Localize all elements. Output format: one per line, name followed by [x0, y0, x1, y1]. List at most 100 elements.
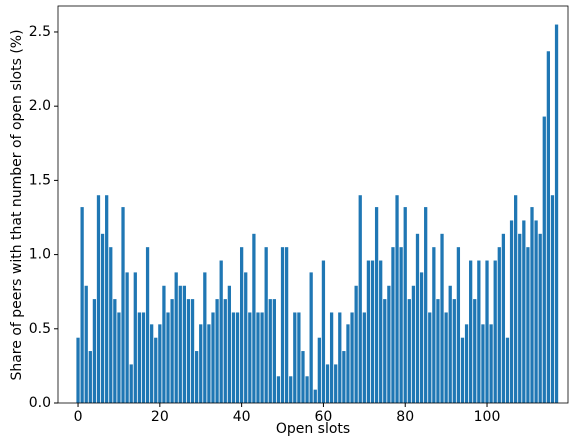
- bar: [505, 337, 510, 403]
- bar: [121, 207, 125, 403]
- bar: [284, 247, 289, 403]
- bar: [485, 260, 489, 403]
- bar: [150, 324, 154, 403]
- bar: [403, 207, 407, 403]
- y-tick-label: 0.0: [29, 395, 51, 411]
- bar: [162, 285, 166, 403]
- bar: [105, 195, 109, 403]
- bar: [489, 324, 493, 403]
- x-tick-label: 0: [74, 409, 83, 425]
- bar: [526, 247, 530, 403]
- bar: [239, 247, 244, 403]
- bar: [166, 312, 170, 403]
- y-tick-label: 2.5: [29, 24, 51, 40]
- bar: [538, 233, 542, 403]
- bar: [419, 272, 424, 403]
- bar: [256, 312, 260, 403]
- bar: [113, 299, 117, 403]
- bar: [182, 285, 187, 403]
- bar: [350, 312, 354, 403]
- bar: [354, 285, 358, 403]
- bar: [497, 247, 501, 403]
- bar: [293, 312, 297, 403]
- bar: [395, 195, 399, 403]
- bar: [370, 260, 375, 403]
- bar: [195, 351, 199, 403]
- bar: [211, 312, 215, 403]
- bar: [415, 233, 420, 403]
- bar: [248, 312, 252, 403]
- bar: [542, 116, 546, 404]
- x-axis-label: Open slots: [276, 421, 350, 437]
- bar: [374, 207, 379, 403]
- bar: [297, 312, 301, 403]
- bar: [190, 299, 195, 403]
- bar: [346, 324, 350, 403]
- bar: [289, 376, 293, 403]
- bar: [137, 312, 142, 403]
- bar: [203, 272, 207, 403]
- bar: [383, 299, 387, 403]
- y-tick-label: 2.0: [29, 98, 51, 114]
- bar: [338, 312, 342, 403]
- bar: [215, 299, 219, 403]
- plot-frame: [57, 5, 569, 404]
- bar: [399, 247, 403, 403]
- bar: [252, 233, 256, 403]
- bar: [321, 260, 326, 403]
- bar: [92, 299, 97, 403]
- bar: [260, 312, 264, 403]
- bar: [477, 260, 481, 403]
- bar: [534, 220, 538, 403]
- bar: [207, 324, 211, 403]
- bar: [96, 195, 101, 403]
- bar: [546, 51, 551, 404]
- bar: [407, 299, 411, 403]
- bar: [154, 337, 158, 403]
- bar: [268, 299, 272, 403]
- bar: [514, 195, 518, 403]
- bar: [456, 247, 461, 403]
- bar: [342, 351, 346, 403]
- bar: [305, 376, 309, 403]
- bar: [76, 337, 80, 403]
- bar: [88, 351, 92, 403]
- y-tick-label: 0.5: [29, 321, 51, 337]
- bar: [264, 247, 268, 403]
- bar: [391, 247, 395, 403]
- bar: [158, 324, 162, 403]
- bar: [440, 233, 444, 403]
- x-tick-label: 80: [396, 409, 414, 425]
- bar: [522, 220, 526, 403]
- bar: [501, 233, 506, 403]
- bar: [186, 299, 191, 403]
- bar: [334, 364, 338, 403]
- y-tick-label: 1.5: [29, 172, 51, 188]
- bar: [448, 285, 452, 403]
- bar: [145, 247, 150, 403]
- bar: [436, 299, 440, 403]
- x-tick-label: 100: [474, 409, 501, 425]
- bar: [464, 324, 469, 403]
- bar: [325, 364, 330, 403]
- bar: [80, 207, 84, 403]
- bar: [141, 312, 146, 403]
- bar: [276, 376, 281, 403]
- bar: [117, 312, 121, 403]
- bar: [84, 285, 88, 403]
- bar: [272, 299, 276, 403]
- bar: [362, 312, 366, 403]
- y-tick-label: 1.0: [29, 247, 51, 263]
- bar: [109, 247, 113, 403]
- bar: [301, 351, 305, 403]
- bar: [452, 299, 456, 403]
- bar: [223, 299, 227, 403]
- bar: [235, 312, 240, 403]
- bar: [424, 207, 428, 403]
- bar: [428, 312, 432, 403]
- bar: [244, 272, 248, 403]
- x-tick-label: 20: [151, 409, 169, 425]
- bar: [313, 389, 317, 403]
- bar: [460, 337, 465, 403]
